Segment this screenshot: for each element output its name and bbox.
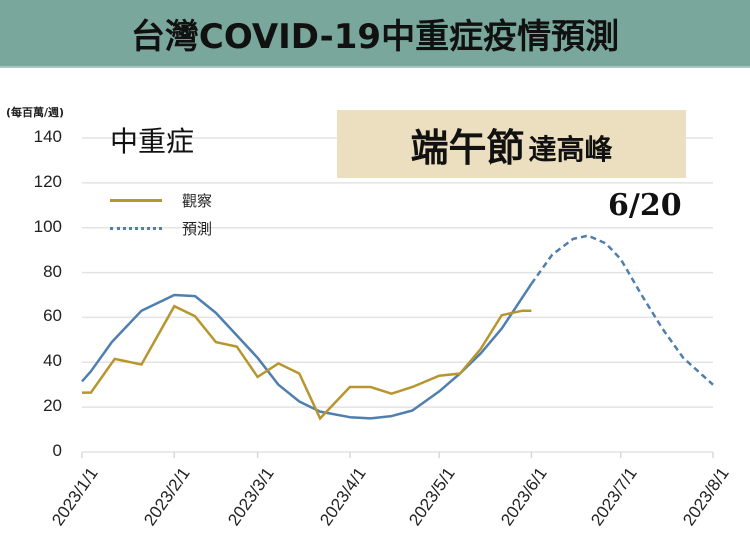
peak-callout-box: 端午節 達高峰 <box>337 110 686 178</box>
forecast-fitted-line <box>81 283 533 420</box>
y-tick-label: 140 <box>33 127 62 146</box>
y-tick-label: 60 <box>43 306 62 326</box>
y-tick-label: 0 <box>52 441 62 460</box>
observed-line <box>82 304 532 421</box>
legend-label-forecast: 預測 <box>182 220 213 238</box>
legend-item-observed: 觀察 <box>110 190 212 211</box>
y-tick-label: 120 <box>33 171 62 191</box>
chart-title: 台灣COVID-19中重症疫情預測 <box>130 16 620 57</box>
callout-peak-text: 達高峰 <box>528 133 613 166</box>
y-tick-label: 20 <box>43 396 62 416</box>
callout-holiday-text: 端午節 <box>410 125 525 170</box>
peak-date-annotation: 6/20 <box>608 188 682 223</box>
legend-item-forecast: 預測 <box>110 218 212 239</box>
series-group-title: 中重症 <box>110 125 195 158</box>
legend-dotted-line-icon <box>110 227 162 230</box>
legend-label-observed: 觀察 <box>182 192 213 210</box>
y-tick-label: 40 <box>43 351 62 371</box>
y-axis-unit-label: (每百萬/週) <box>6 106 65 119</box>
y-tick-label: 100 <box>33 216 62 236</box>
title-banner: 台灣COVID-19中重症疫情預測 <box>0 0 750 68</box>
y-tick-label: 80 <box>43 261 62 281</box>
legend-solid-line-icon <box>110 199 162 202</box>
